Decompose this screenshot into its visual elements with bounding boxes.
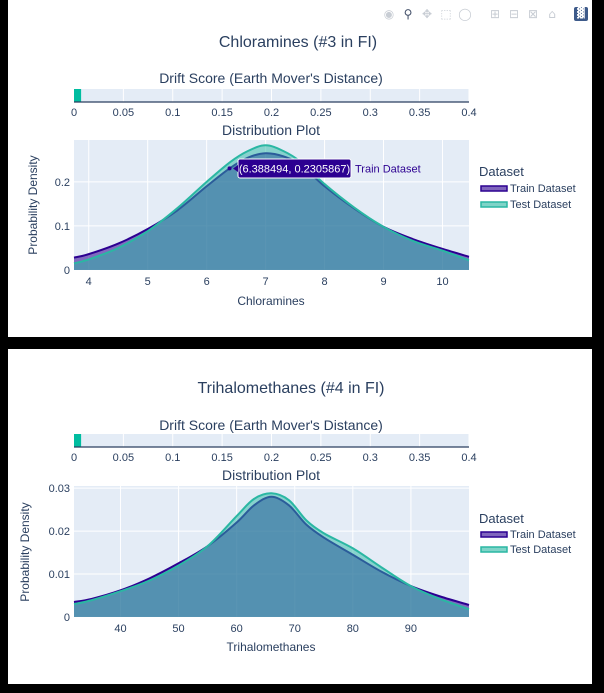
distribution-plot[interactable]: 40 50 60 70 80 90 0 0.01 0.02 0.03	[49, 483, 470, 635]
distribution-title: Distribution Plot	[222, 122, 320, 138]
x-tick-label: 10	[436, 276, 448, 288]
legend-swatch-train[interactable]	[480, 531, 508, 538]
y-tick-label: 0.2	[55, 177, 70, 189]
y-axis-label: Probability Density	[18, 502, 32, 601]
figure-title: Chloramines (#3 in FI)	[219, 34, 377, 51]
y-axis-label: Probability Density	[26, 155, 40, 254]
legend-label-train[interactable]: Train Dataset	[510, 529, 576, 541]
x-axis-label: Chloramines	[237, 294, 304, 308]
legend-label-test[interactable]: Test Dataset	[510, 544, 571, 556]
legend-label-train[interactable]: Train Dataset	[510, 183, 576, 195]
zoom-out-icon[interactable]: ⊟	[508, 7, 520, 21]
legend: Dataset Train Dataset Test Dataset	[479, 164, 576, 211]
drift-tick-label: 0.2	[264, 107, 279, 119]
figure-title: Trihalomethanes (#4 in FI)	[197, 380, 384, 397]
zoom-icon[interactable]: ⚲	[403, 7, 413, 21]
y-tick-label: 0	[64, 265, 70, 277]
legend-swatch-train[interactable]	[480, 185, 508, 192]
y-tick-label: 0.02	[49, 526, 70, 538]
drift-tick-label: 0.3	[363, 107, 378, 119]
drift-score-bar-chart: 0 0.05 0.1 0.15 0.2 0.25 0.3 0.35 0.4	[71, 89, 477, 119]
modebar: ◉ ⚲ ✥ ⬚ ◯ ⊞ ⊟ ⊠ ⌂ ▓	[381, 6, 588, 22]
x-tick-label: 90	[405, 623, 417, 635]
series-test-area[interactable]	[74, 145, 469, 270]
pan-icon[interactable]: ✥	[421, 7, 433, 21]
x-tick-label: 5	[145, 276, 151, 288]
x-tick-label: 6	[204, 276, 210, 288]
drift-tick-label: 0	[71, 452, 77, 464]
zoom-in-icon[interactable]: ⊞	[489, 7, 501, 21]
series-test-line[interactable]	[73, 492, 470, 611]
drift-tick-label: 0.2	[264, 452, 279, 464]
y-tick-label: 0	[64, 612, 70, 624]
x-axis-label: Trihalomethanes	[227, 640, 316, 654]
lasso-icon[interactable]: ◯	[458, 7, 472, 21]
legend-swatch-test[interactable]	[480, 546, 508, 553]
autoscale-icon[interactable]: ⊠	[527, 7, 539, 21]
drift-tick-label: 0.05	[113, 452, 134, 464]
feature-panel-chloramines: ◉ ⚲ ✥ ⬚ ◯ ⊞ ⊟ ⊠ ⌂ ▓ Chloramines (#3 in F…	[8, 0, 592, 337]
chart-figure: Trihalomethanes (#4 in FI) Drift Score (…	[18, 380, 576, 654]
drift-tick-label: 0.35	[409, 452, 430, 464]
drift-tick-label: 0.05	[113, 107, 134, 119]
drift-tick-label: 0.1	[165, 107, 180, 119]
legend-swatch-test[interactable]	[480, 201, 508, 208]
legend-label-test[interactable]: Test Dataset	[510, 199, 571, 211]
drift-tick-label: 0.1	[165, 452, 180, 464]
feature-panel-trihalomethanes: Trihalomethanes (#4 in FI) Drift Score (…	[8, 349, 592, 684]
drift-tick-label: 0.35	[409, 107, 430, 119]
y-tick-label: 0.03	[49, 483, 70, 495]
x-tick-label: 7	[263, 276, 269, 288]
camera-icon[interactable]: ◉	[383, 7, 395, 21]
legend-title: Dataset	[479, 511, 524, 526]
x-tick-label: 8	[321, 276, 327, 288]
x-tick-label: 70	[289, 623, 301, 635]
drift-title: Drift Score (Earth Mover's Distance)	[159, 417, 383, 433]
drift-tick-label: 0.25	[310, 452, 331, 464]
drift-tick-label: 0.4	[461, 107, 476, 119]
drift-tick-label: 0.25	[310, 107, 331, 119]
legend-title: Dataset	[479, 164, 524, 179]
series-test-line[interactable]	[73, 144, 470, 265]
x-tick-label: 4	[86, 276, 92, 288]
hover-value: (6.388494, 0.2305867)	[239, 164, 350, 176]
drift-tick-label: 0.15	[211, 107, 232, 119]
y-tick-label: 0.01	[49, 569, 70, 581]
plotly-logo-icon[interactable]: ▓	[574, 7, 588, 21]
drift-tick-label: 0.4	[461, 452, 476, 464]
x-tick-label: 40	[114, 623, 126, 635]
box-select-icon[interactable]: ⬚	[440, 7, 452, 21]
y-tick-label: 0.1	[55, 221, 70, 233]
drift-tick-label: 0.15	[211, 452, 232, 464]
home-icon[interactable]: ⌂	[548, 7, 556, 21]
hover-marker	[227, 166, 232, 171]
drift-score-bar[interactable]	[74, 434, 82, 447]
hover-pointer	[233, 165, 238, 172]
drift-tick-label: 0	[71, 107, 77, 119]
chart-figure: Chloramines (#3 in FI) Drift Score (Eart…	[26, 34, 576, 308]
distribution-title: Distribution Plot	[222, 467, 320, 483]
drift-title: Drift Score (Earth Mover's Distance)	[159, 70, 383, 86]
drift-score-bar[interactable]	[74, 89, 82, 102]
legend: Dataset Train Dataset Test Dataset	[479, 511, 576, 556]
hover-series-name: Train Dataset	[355, 164, 421, 176]
drift-score-bar-chart: 0 0.05 0.1 0.15 0.2 0.25 0.3 0.35 0.4	[71, 434, 477, 464]
x-tick-label: 9	[380, 276, 386, 288]
drift-tick-label: 0.3	[363, 452, 378, 464]
x-tick-label: 60	[231, 623, 243, 635]
x-tick-label: 80	[347, 623, 359, 635]
x-tick-label: 50	[172, 623, 184, 635]
series-test-area[interactable]	[74, 493, 469, 617]
hover-tooltip: (6.388494, 0.2305867) Train Dataset	[233, 158, 421, 179]
